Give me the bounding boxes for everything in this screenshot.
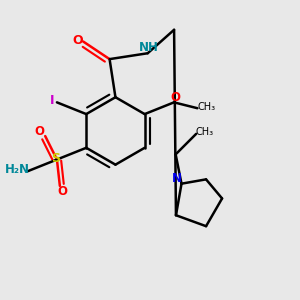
Text: O: O bbox=[170, 91, 180, 103]
Text: S: S bbox=[51, 152, 60, 165]
Text: CH₃: CH₃ bbox=[196, 128, 214, 137]
Text: O: O bbox=[58, 185, 68, 198]
Text: NH: NH bbox=[139, 41, 159, 55]
Text: O: O bbox=[34, 125, 44, 138]
Text: I: I bbox=[50, 94, 55, 106]
Text: CH₃: CH₃ bbox=[197, 102, 215, 112]
Text: O: O bbox=[72, 34, 83, 46]
Text: H₂N: H₂N bbox=[5, 163, 30, 176]
Text: N: N bbox=[172, 172, 182, 185]
